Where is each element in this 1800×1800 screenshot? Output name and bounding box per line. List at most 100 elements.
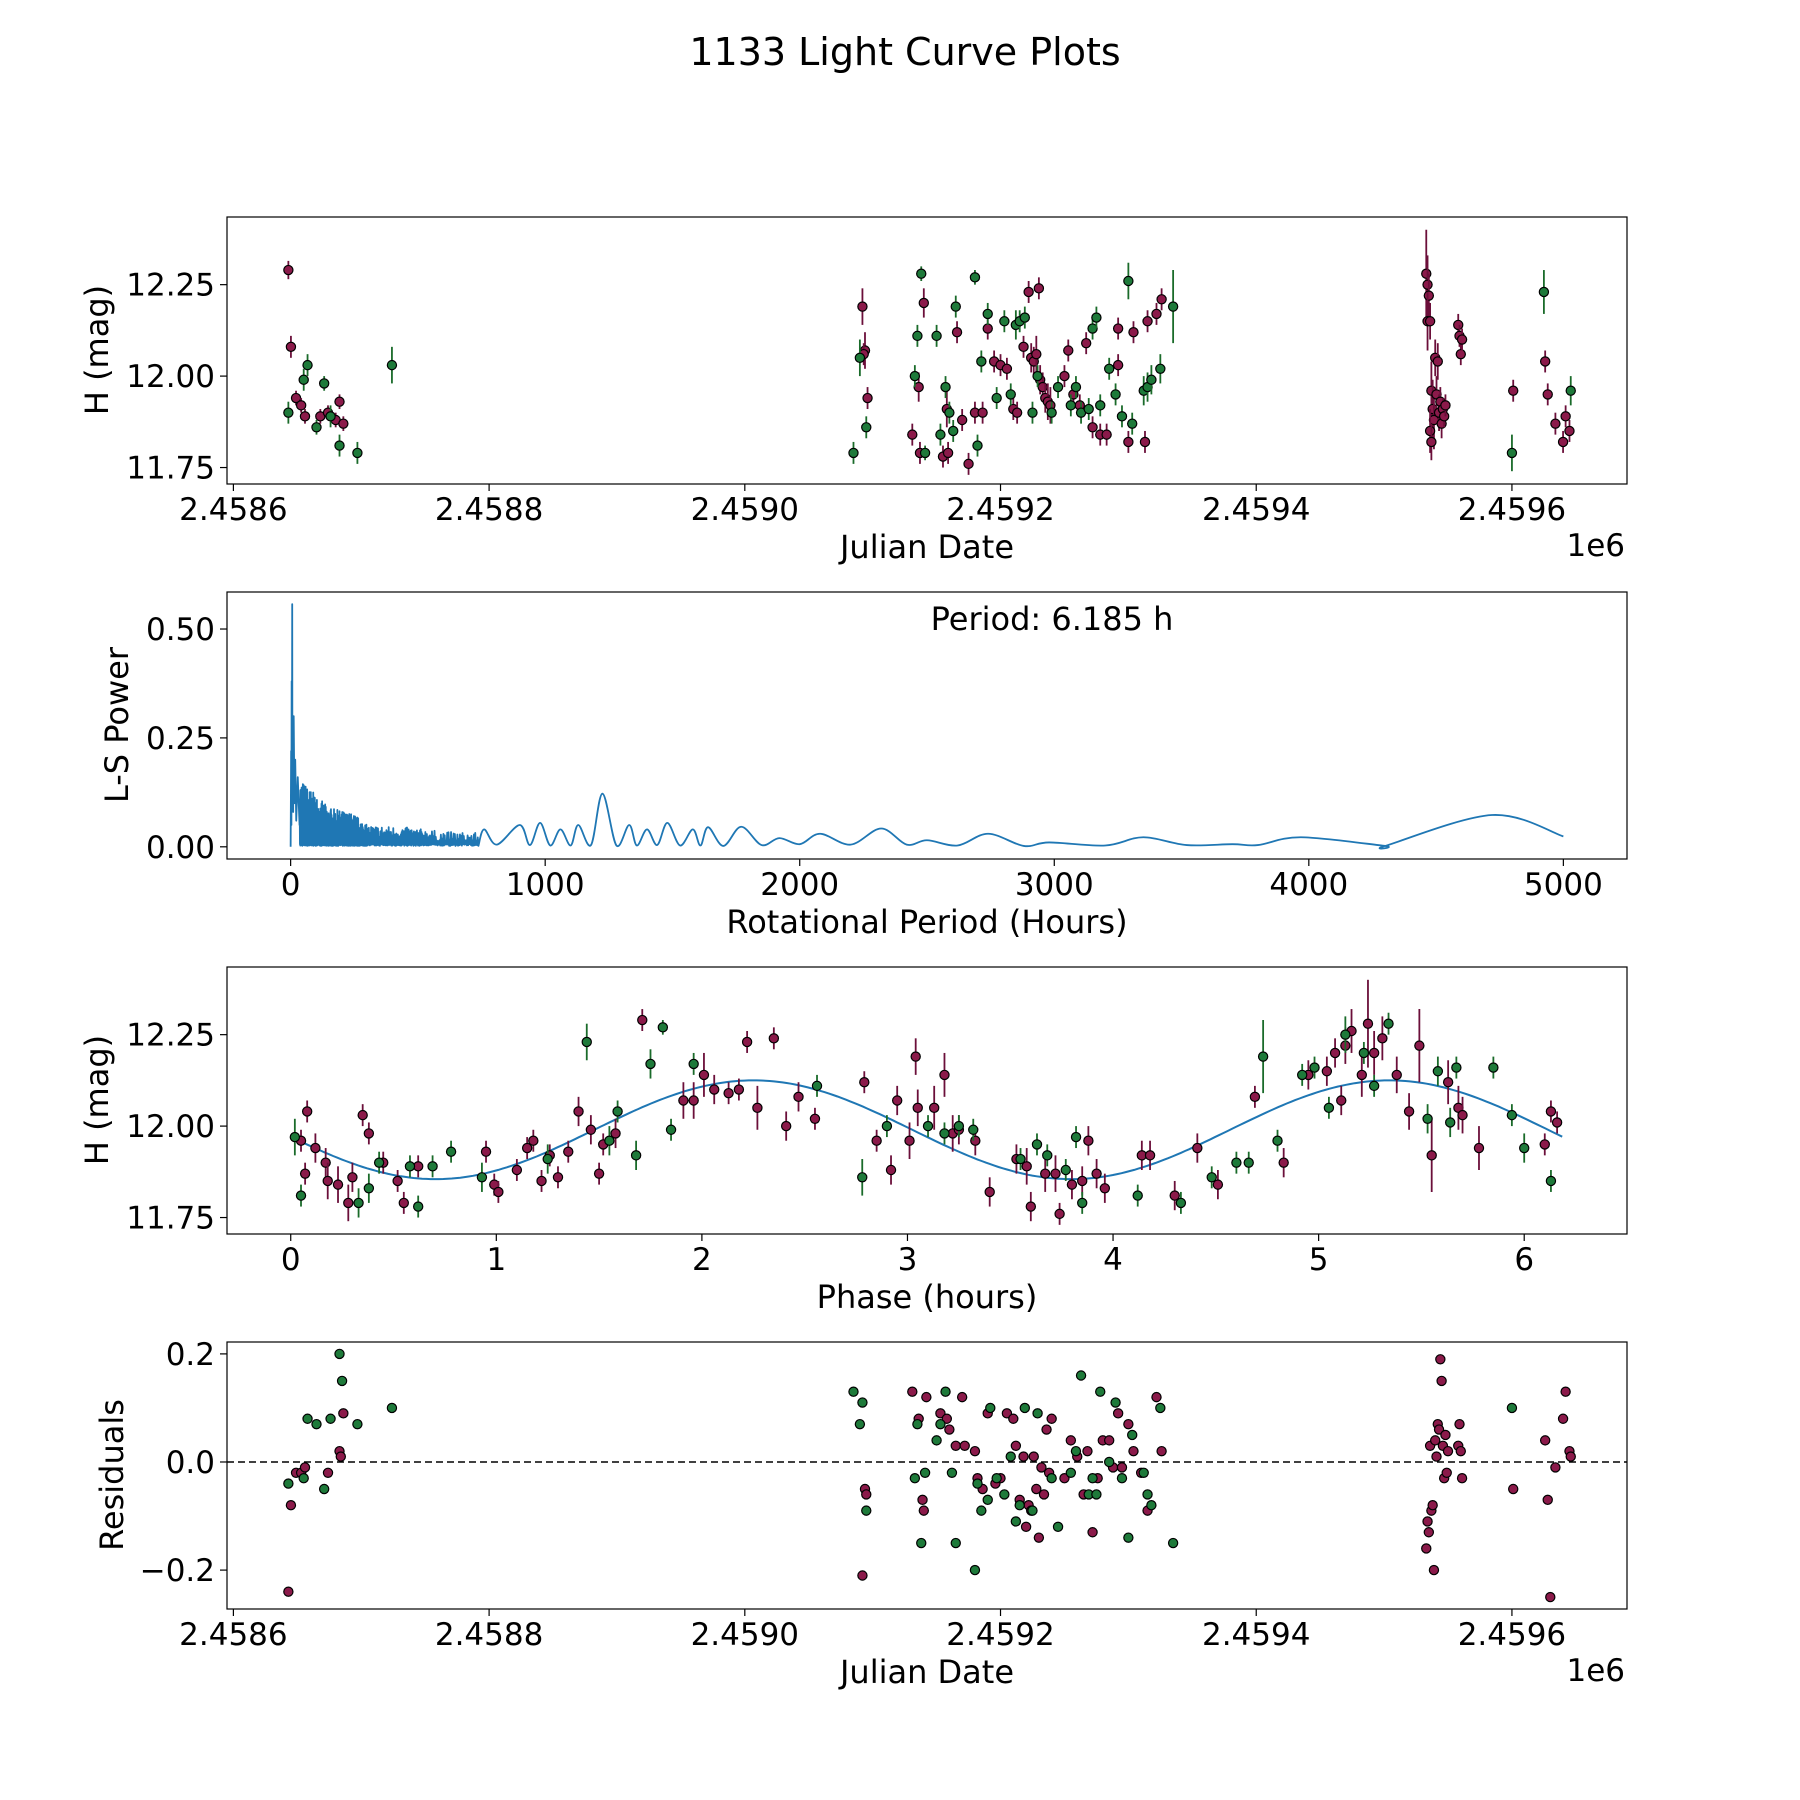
residuals-point-green bbox=[1075, 1370, 1087, 1381]
lightcurve-point-red bbox=[299, 411, 311, 422]
residuals-point-red bbox=[857, 1570, 868, 1581]
phased-point-green bbox=[645, 1058, 656, 1070]
lightcurve-point-green bbox=[1110, 389, 1121, 400]
phased-point-green bbox=[1132, 1190, 1143, 1201]
phased-point-red bbox=[357, 1109, 368, 1121]
phased-point-red bbox=[1442, 1077, 1454, 1088]
phased-point-red bbox=[741, 1036, 753, 1048]
phased-point-green bbox=[1042, 1150, 1053, 1161]
lightcurve-point-green bbox=[1005, 389, 1016, 400]
phased-point-red bbox=[573, 1106, 584, 1117]
residuals-point-green bbox=[931, 1435, 942, 1446]
phased-marks bbox=[289, 979, 1563, 1225]
lightcurve-point-red bbox=[1456, 334, 1468, 345]
lightcurve-point-red bbox=[1564, 425, 1575, 437]
lightcurve-point-green bbox=[1116, 411, 1128, 422]
phased-point-green bbox=[612, 1106, 623, 1117]
lightcurve-point-green bbox=[1146, 374, 1157, 385]
phased-point-red bbox=[1362, 1018, 1374, 1029]
lightcurve-point-red bbox=[956, 414, 968, 426]
phased-point-green bbox=[1488, 1062, 1499, 1073]
phased-point-red bbox=[928, 1102, 940, 1114]
lightcurve-xtick-label: 2.4586 bbox=[179, 492, 287, 528]
lightcurve-point-green bbox=[1565, 385, 1576, 396]
residuals-point-red bbox=[1550, 1462, 1561, 1473]
lightcurve-point-red bbox=[1539, 356, 1551, 367]
phased-point-green bbox=[1272, 1135, 1283, 1146]
phased-point-red bbox=[1249, 1091, 1261, 1103]
residuals-xtick-label: 2.4594 bbox=[1202, 1617, 1310, 1653]
lightcurve-point-green bbox=[854, 352, 866, 364]
phased-xlabel: Phase (hours) bbox=[817, 1278, 1038, 1316]
phased-point-green bbox=[445, 1146, 457, 1157]
residuals-point-green bbox=[352, 1418, 363, 1430]
phased-point-red bbox=[723, 1087, 734, 1099]
residuals-point-red bbox=[1422, 1516, 1433, 1527]
residuals-point-red bbox=[861, 1489, 872, 1500]
lightcurve-point-green bbox=[944, 407, 955, 418]
lightcurve-point-red bbox=[1156, 294, 1167, 305]
residuals-point-red bbox=[1441, 1467, 1452, 1478]
residuals-point-red bbox=[956, 1391, 968, 1403]
phased-point-green bbox=[604, 1135, 615, 1146]
residuals-point-green bbox=[334, 1348, 345, 1360]
residuals-point-green bbox=[1138, 1467, 1149, 1478]
residuals-point-red bbox=[285, 1500, 297, 1511]
lightcurve-point-green bbox=[1506, 447, 1518, 459]
residuals-point-green bbox=[1032, 1408, 1043, 1419]
lightcurve-point-red bbox=[1018, 341, 1029, 353]
residuals-point-green bbox=[1506, 1402, 1518, 1414]
phased-point-green bbox=[581, 1036, 592, 1048]
lightcurve-point-red bbox=[977, 407, 988, 418]
residuals-point-green bbox=[969, 1564, 981, 1576]
residuals-point-red bbox=[1435, 1354, 1446, 1365]
residuals-point-red bbox=[1041, 1424, 1052, 1435]
phased-point-green bbox=[427, 1161, 438, 1172]
phased-point-red bbox=[363, 1128, 375, 1139]
phased-ytick-label: 12.00 bbox=[126, 1109, 215, 1145]
phased-point-red bbox=[904, 1135, 915, 1146]
lightcurve-point-green bbox=[1065, 400, 1077, 411]
phased-point-green bbox=[1231, 1157, 1242, 1168]
phased-point-red bbox=[480, 1146, 492, 1157]
residuals-point-red bbox=[1031, 1483, 1042, 1495]
residuals-point-green bbox=[1014, 1500, 1025, 1511]
phased-point-green bbox=[665, 1124, 677, 1135]
phased-point-green bbox=[404, 1161, 416, 1172]
phased-point-green bbox=[968, 1124, 979, 1135]
residuals-ytick-label: 0.2 bbox=[166, 1337, 215, 1373]
lightcurve-point-red bbox=[907, 429, 918, 440]
residuals-point-green bbox=[386, 1402, 398, 1414]
residuals-point-green bbox=[1091, 1489, 1102, 1500]
lightcurve-point-green bbox=[352, 447, 363, 459]
phased-point-green bbox=[1340, 1029, 1351, 1040]
residuals-point-red bbox=[1020, 1521, 1032, 1533]
phased-point-red bbox=[347, 1172, 358, 1183]
phased-point-red bbox=[1545, 1106, 1557, 1117]
residuals-point-green bbox=[919, 1467, 931, 1478]
residuals-point-red bbox=[1103, 1435, 1115, 1446]
residuals-axes-frame bbox=[226, 1341, 1628, 1610]
lightcurve-marks bbox=[283, 229, 1576, 475]
phased-point-red bbox=[709, 1084, 720, 1095]
lightcurve-point-red bbox=[1142, 316, 1153, 327]
residuals-point-red bbox=[335, 1451, 346, 1462]
residuals-point-red bbox=[1082, 1445, 1093, 1457]
lightcurve-point-red bbox=[1059, 370, 1070, 382]
lightcurve-point-red bbox=[918, 297, 930, 309]
lightcurve-xtick-label: 2.4596 bbox=[1458, 492, 1566, 528]
phased-fit-curve bbox=[290, 1079, 1563, 1181]
lightcurve-point-red bbox=[1542, 389, 1553, 400]
lightcurve-point-red bbox=[963, 458, 974, 470]
periodogram-axes-frame bbox=[226, 591, 1628, 860]
phased-point-red bbox=[1403, 1106, 1415, 1117]
lightcurve-point-green bbox=[982, 308, 993, 320]
residuals-marks bbox=[227, 1348, 1627, 1603]
lightcurve-point-green bbox=[386, 359, 398, 371]
phased-point-red bbox=[1212, 1179, 1224, 1190]
phased-point-green bbox=[1422, 1113, 1433, 1124]
phased-point-red bbox=[1539, 1139, 1550, 1150]
residuals-point-green bbox=[848, 1386, 859, 1397]
phased-point-red bbox=[1077, 1175, 1088, 1187]
phased-point-green bbox=[1060, 1164, 1071, 1176]
